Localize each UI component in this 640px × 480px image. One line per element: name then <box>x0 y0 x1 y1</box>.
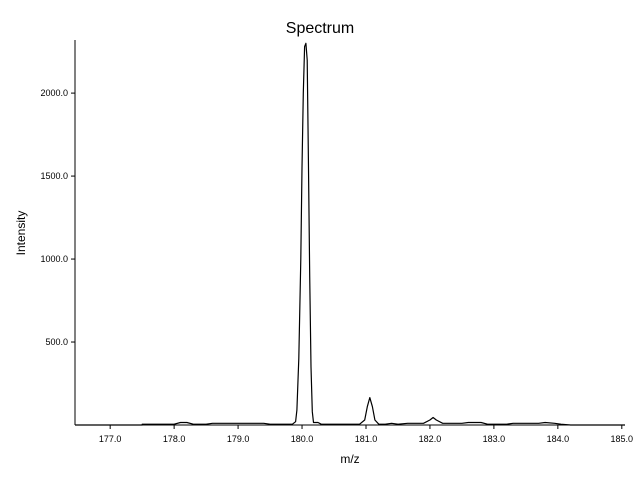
y-tick-label: 1500.0 <box>40 171 68 181</box>
x-tick-label: 183.0 <box>483 434 506 444</box>
x-axis-label: m/z <box>340 452 359 466</box>
chart-title: Spectrum <box>286 20 354 37</box>
y-axis-label: Intensity <box>14 211 28 256</box>
series-layer <box>75 42 625 426</box>
x-tick-label: 184.0 <box>547 434 570 444</box>
x-tick-label: 179.0 <box>227 434 250 444</box>
x-tick-label: 182.0 <box>419 434 442 444</box>
y-tick-label: 500.0 <box>45 337 68 347</box>
spectrum-line <box>75 42 625 426</box>
ticks: 177.0 178.0 179.0 180.0 181.0 182.0 183.0 184.0… <box>40 88 633 444</box>
axes <box>74 40 625 426</box>
x-tick-label: 180.0 <box>291 434 314 444</box>
x-tick-label: 181.0 <box>355 434 378 444</box>
x-tick-label: 178.0 <box>163 434 186 444</box>
x-tick-label: 177.0 <box>99 434 122 444</box>
y-tick-label: 1000.0 <box>40 254 68 264</box>
x-tick-label: 185.0 <box>611 434 634 444</box>
y-tick-label: 2000.0 <box>40 88 68 98</box>
